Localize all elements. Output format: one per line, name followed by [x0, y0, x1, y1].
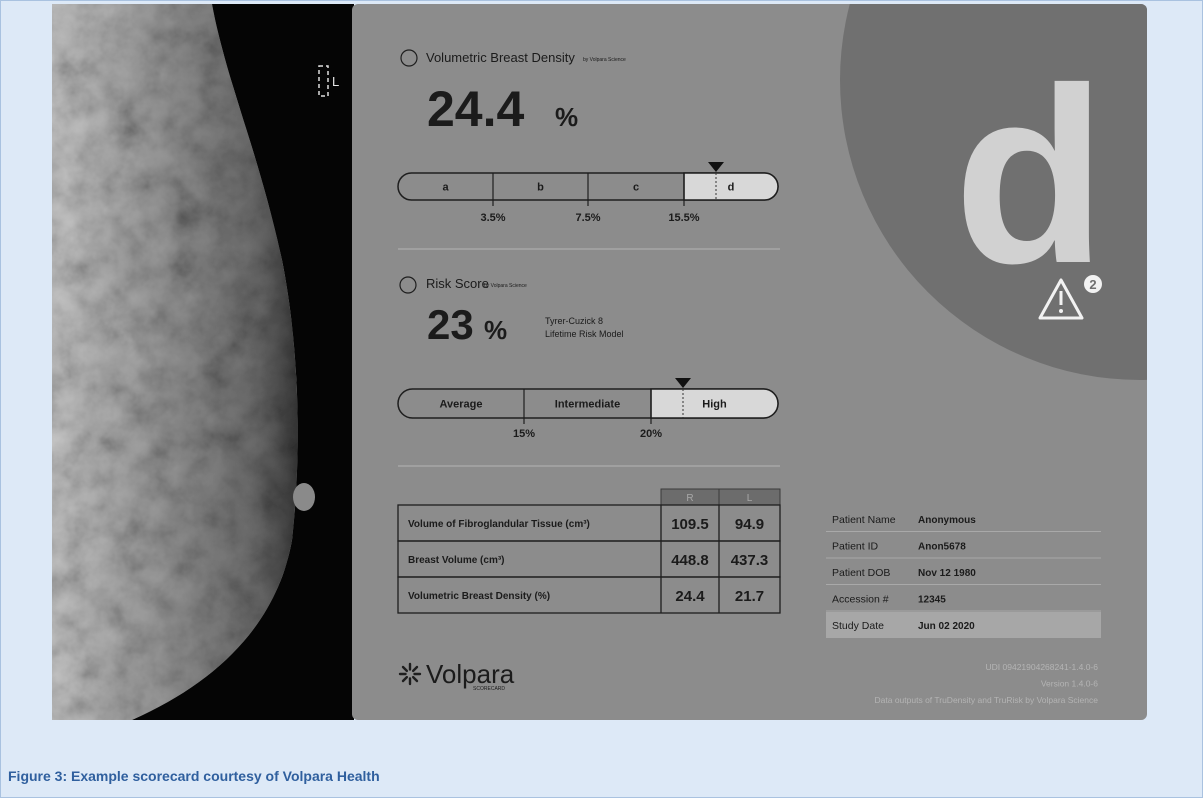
table-row-label: Volume of Fibroglandular Tissue (cm³) [408, 519, 590, 530]
logo-name: Volpara [426, 659, 515, 689]
scale-label: b [537, 182, 544, 194]
side-marker: L [332, 74, 339, 89]
risk-model: Tyrer-Cuzick 8 [545, 316, 603, 326]
scale-label: Intermediate [555, 399, 620, 411]
scale-label: d [728, 182, 735, 194]
density-value: 24.4 [427, 81, 525, 137]
footer-text: UDI 09421904268241-1.4.0-6 [986, 662, 1099, 672]
table-cell: 24.4 [675, 588, 705, 605]
patient-value: 12345 [918, 595, 946, 606]
density-title: Volumetric Breast Density [426, 50, 575, 65]
grade-letter: d [954, 36, 1107, 315]
alert-bang [1060, 291, 1063, 305]
table-cell: 94.9 [735, 516, 764, 533]
risk-model: Lifetime Risk Model [545, 329, 624, 339]
patient-label: Study Date [832, 620, 884, 632]
density-unit: % [555, 102, 578, 132]
scale-threshold: 7.5% [575, 212, 600, 224]
table-cell: 448.8 [671, 552, 709, 569]
scale-threshold: 3.5% [480, 212, 505, 224]
alert-count: 2 [1089, 277, 1096, 292]
risk-unit: % [484, 315, 507, 345]
patient-value: Anon5678 [918, 542, 966, 553]
scale-threshold: 15% [513, 428, 535, 440]
footer-text: Version 1.4.0-6 [1041, 679, 1098, 689]
patient-value: Jun 02 2020 [918, 621, 975, 632]
patient-label: Patient Name [832, 514, 896, 526]
scale-threshold: 20% [640, 428, 662, 440]
density-byline: by Volpara Science [583, 57, 626, 63]
table-cell: 437.3 [731, 552, 769, 569]
table-cell: 109.5 [671, 516, 709, 533]
patient-label: Patient ID [832, 541, 879, 553]
risk-byline: by Volpara Science [484, 283, 527, 289]
table-row-label: Volumetric Breast Density (%) [408, 591, 550, 602]
table-cell: 21.7 [735, 588, 764, 605]
logo-tag: SCORECARD [473, 686, 505, 692]
patient-label: Patient DOB [832, 567, 890, 579]
patient-value: Anonymous [918, 515, 976, 526]
scale-label: High [702, 399, 727, 411]
table-header: L [747, 493, 753, 504]
scale-threshold: 15.5% [668, 212, 699, 224]
scale-label: a [442, 182, 449, 194]
footer-text: Data outputs of TruDensity and TruRisk b… [875, 695, 1099, 705]
patient-value: Nov 12 1980 [918, 568, 976, 579]
nipple [293, 483, 315, 511]
alert-dot [1059, 309, 1063, 313]
scale-label: c [633, 182, 639, 194]
caption: Figure 3: Example scorecard courtesy of … [8, 768, 380, 784]
risk-title: Risk Score [426, 276, 489, 291]
table-row-label: Breast Volume (cm³) [408, 555, 505, 566]
patient-label: Accession # [832, 594, 889, 606]
page: Ld2Volumetric Breast Densityby Volpara S… [0, 0, 1203, 798]
scale-label: Average [439, 399, 482, 411]
risk-value: 23 [427, 301, 474, 348]
table-header: R [686, 493, 693, 504]
